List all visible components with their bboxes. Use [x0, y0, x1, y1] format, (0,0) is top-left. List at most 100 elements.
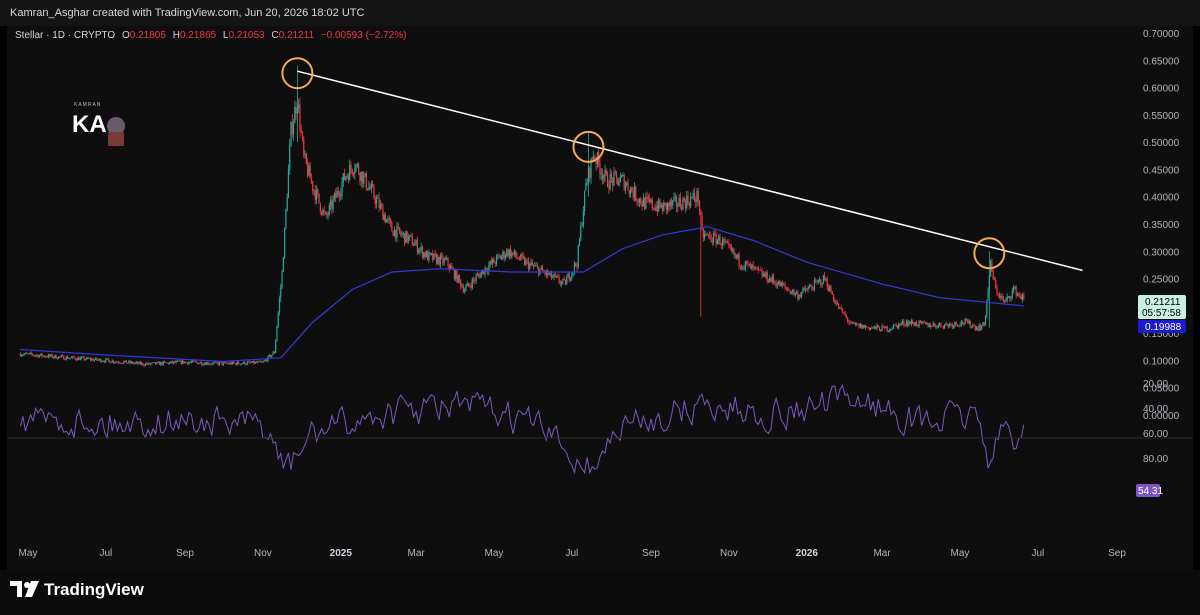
candle — [453, 268, 456, 281]
candle — [684, 198, 687, 213]
candle — [852, 321, 854, 325]
candle — [388, 215, 390, 224]
candle — [341, 176, 343, 200]
candle — [415, 239, 417, 247]
candle — [1020, 293, 1022, 300]
candle — [829, 284, 831, 292]
candle — [444, 256, 447, 261]
candle — [998, 291, 1001, 300]
candle — [379, 199, 381, 211]
candle — [729, 243, 731, 250]
candle — [480, 270, 482, 278]
candle — [451, 262, 453, 269]
candle — [22, 353, 24, 357]
candle — [753, 266, 756, 270]
candle — [840, 305, 842, 311]
candle — [138, 361, 140, 364]
tradingview-brand[interactable]: TradingView — [44, 580, 144, 599]
candle — [46, 355, 48, 358]
candle — [350, 161, 352, 174]
candle — [889, 327, 891, 333]
candle — [838, 302, 840, 310]
candle — [607, 171, 609, 188]
candle — [278, 295, 281, 316]
candle — [632, 187, 634, 201]
candle — [465, 283, 467, 292]
candle — [176, 359, 178, 362]
candle — [335, 188, 337, 203]
candle — [27, 352, 29, 356]
price-axis-tick: 0.50000 — [1143, 138, 1180, 149]
candle — [769, 275, 771, 283]
candle — [876, 323, 878, 331]
candle — [125, 360, 127, 364]
candle — [120, 362, 122, 365]
candle — [931, 325, 933, 328]
candle — [331, 195, 333, 215]
candle — [466, 280, 468, 287]
last-price-label: 0.21211 — [1145, 297, 1181, 308]
candle — [426, 250, 429, 261]
candle — [128, 359, 130, 364]
candle — [400, 229, 402, 238]
candle — [446, 254, 448, 261]
candle — [975, 325, 978, 331]
candle — [101, 360, 103, 363]
candle — [907, 319, 909, 328]
candle — [272, 350, 274, 355]
candle — [50, 353, 52, 358]
candle — [309, 162, 311, 179]
rsi-pane[interactable] — [19, 384, 1025, 475]
candle — [110, 362, 112, 364]
candle — [401, 230, 403, 238]
candle — [391, 220, 393, 232]
candle — [913, 321, 915, 326]
candle — [848, 319, 850, 325]
candle — [626, 181, 628, 187]
candle — [859, 322, 861, 328]
symbol-label[interactable]: Stellar · 1D · CRYPTO — [15, 30, 116, 41]
candle — [541, 264, 544, 271]
candle — [86, 356, 88, 360]
candle — [652, 207, 655, 211]
candle — [987, 287, 989, 301]
candle — [155, 362, 157, 366]
candle — [499, 254, 501, 259]
candle — [963, 322, 965, 327]
candle — [659, 198, 661, 209]
candle — [423, 251, 425, 260]
chart-frame[interactable] — [7, 26, 1193, 570]
candle — [614, 169, 616, 176]
candle — [932, 321, 934, 327]
time-axis-tick: Nov — [720, 548, 738, 559]
candle — [733, 248, 735, 259]
candle — [772, 273, 775, 285]
candle — [314, 184, 316, 205]
price-pane[interactable] — [19, 57, 1083, 367]
candle — [398, 226, 401, 235]
candle — [605, 167, 607, 177]
candle — [54, 354, 56, 359]
candle — [970, 326, 973, 329]
candle — [497, 253, 499, 261]
candle — [580, 221, 582, 242]
candle — [116, 361, 118, 363]
candle — [363, 171, 365, 188]
candle — [147, 362, 149, 366]
candle — [45, 355, 47, 358]
candle — [29, 351, 32, 355]
candle — [501, 254, 503, 261]
candle — [360, 171, 362, 188]
price-axis-tick: 0.25000 — [1143, 275, 1180, 286]
rsi-axis-tick: 20.00 — [1143, 379, 1168, 390]
candle — [336, 187, 338, 198]
tradingview-logo-icon[interactable] — [10, 581, 40, 599]
candle — [410, 233, 412, 238]
candle — [162, 360, 164, 366]
candle — [895, 322, 897, 328]
candle — [585, 178, 587, 191]
trendline — [297, 70, 1083, 272]
candle — [395, 229, 397, 242]
candle — [936, 325, 938, 330]
